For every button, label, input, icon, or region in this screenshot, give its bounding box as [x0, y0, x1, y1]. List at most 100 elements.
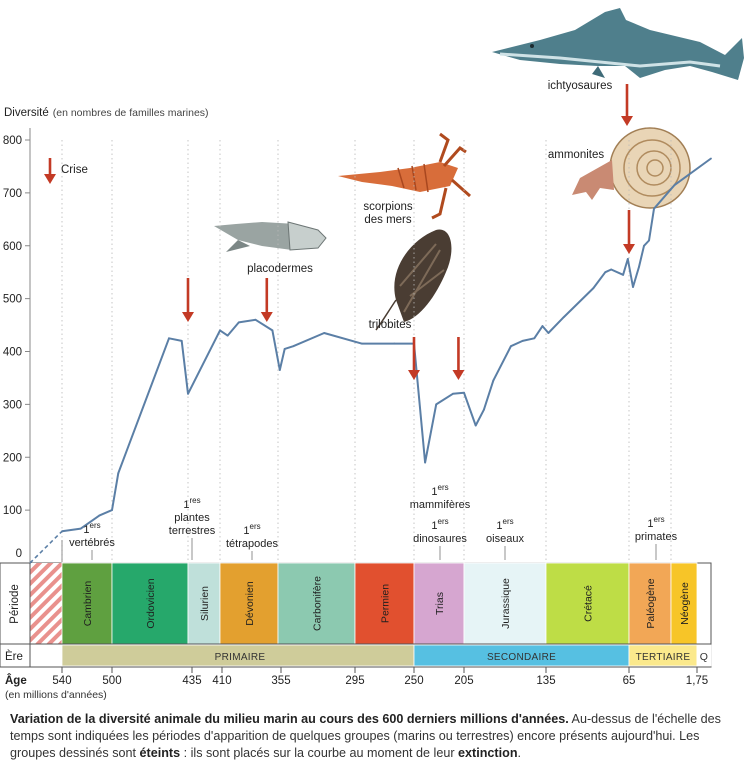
data-point [271, 329, 274, 332]
data-point [424, 461, 427, 464]
ordinal-number: 1 [496, 520, 502, 532]
y-tick-label: 500 [3, 294, 22, 306]
appearance-label: terrestres [169, 525, 216, 537]
y-tick-label: 700 [3, 188, 22, 200]
row-label-age-sub: (en millions d'années) [5, 689, 107, 701]
data-point [292, 345, 295, 348]
age-tick-label: 205 [454, 675, 473, 687]
age-tick-label: 435 [182, 675, 201, 687]
crisis-arrow-ichtyosaures [621, 84, 633, 126]
caption-text-1: Au-dessus de l'échelle des temps sont in… [10, 712, 721, 761]
y-tick-label: 400 [3, 347, 22, 359]
row-label-periode: Période [9, 584, 21, 624]
data-point [610, 268, 613, 271]
data-point [604, 271, 607, 274]
data-point [79, 527, 82, 530]
data-point [180, 340, 183, 342]
data-point [254, 318, 257, 321]
era-label: SECONDAIRE [487, 652, 556, 663]
appearance-tetrapodes: 1ers tétrapodes [226, 522, 278, 560]
period-label: Crétacé [583, 585, 595, 622]
crisis-arrow [260, 278, 273, 322]
data-point [483, 408, 485, 411]
data-point [474, 424, 477, 427]
legend-crisis-label: Crise [61, 164, 88, 176]
period-label: Ordovicien [145, 578, 157, 628]
placoderm-illustration [214, 221, 327, 252]
ordinal-suffix: ers [250, 522, 261, 531]
svg-text:1ers: 1ers [431, 517, 448, 532]
period-label: Dévonien [244, 581, 256, 626]
ordinal-suffix: ers [654, 515, 665, 524]
y-axis-title: Diversité (en nombres de familles marines… [4, 107, 209, 119]
label-scorpions: des mers [364, 214, 412, 226]
data-point [111, 509, 113, 512]
ammonite-illustration [572, 127, 691, 209]
data-point [187, 392, 189, 395]
svg-text:1ers: 1ers [431, 483, 448, 498]
data-point [592, 287, 595, 289]
data-point [521, 340, 524, 342]
y-tick-label: 100 [3, 505, 22, 517]
appearance-label: dinosaures [413, 533, 467, 545]
age-tick-label: 65 [623, 675, 636, 687]
appearance-label: mammifères [410, 499, 471, 511]
era-band [696, 644, 712, 667]
era-label: PRIMAIRE [215, 652, 266, 663]
appearance-label: oiseaux [486, 533, 524, 545]
data-point [463, 391, 465, 394]
row-label-ere: Ère [5, 650, 23, 663]
data-point [648, 239, 650, 242]
data-point [393, 342, 396, 345]
period-label: Carbonifère [312, 576, 324, 631]
precambrian-hatch [30, 563, 62, 644]
crisis-arrow [182, 278, 194, 322]
precambrian-dashed-segment [29, 530, 63, 564]
data-point [360, 342, 363, 345]
age-tick-label: 500 [102, 675, 121, 687]
data-point [168, 337, 170, 340]
label-scorpions: scorpions [363, 201, 412, 213]
data-point [653, 207, 655, 210]
age-tick-label: 540 [52, 675, 71, 687]
ordinal-suffix: ers [438, 517, 449, 526]
age-tick-label: 250 [404, 675, 423, 687]
caption-text-3: . [517, 746, 522, 761]
label-ichtyosaures: ichtyosaures [548, 80, 613, 92]
appearance-label: tétrapodes [226, 538, 278, 550]
data-point [237, 321, 240, 324]
trilobite-illustration [375, 229, 452, 331]
svg-text:1ers: 1ers [496, 517, 513, 532]
period-label: Cambrien [82, 581, 94, 627]
y-tick-label: 300 [3, 399, 22, 411]
period-band [545, 562, 630, 645]
period-band [61, 562, 113, 645]
age-tick-label: 295 [345, 675, 364, 687]
era-label: Q [700, 651, 708, 663]
svg-text:1res: 1res [183, 496, 200, 511]
marine-diversity-chart: Cambrien Ordovicien Silurien Dévonien Carbon… [0, 8, 744, 701]
period-label: Silurien [199, 586, 211, 621]
ordinal-suffix: ers [438, 483, 449, 492]
period-band [463, 562, 547, 645]
crisis-arrow [623, 210, 635, 254]
label-trilobites: trilobites [369, 319, 412, 331]
y-axis-title-unit: (en nombres de familles marines) [53, 107, 209, 119]
data-point [541, 325, 544, 328]
caption-bold-extinct: éteints [139, 746, 181, 761]
data-point [219, 329, 221, 332]
legend-crisis-arrow [44, 158, 56, 184]
data-point [638, 266, 640, 268]
data-point [547, 332, 550, 334]
ordinal-number: 1 [83, 524, 89, 536]
caption-text-2: : ils sont placés sur la courbe au momen… [180, 746, 459, 761]
data-point [283, 347, 286, 350]
period-label: Permien [380, 584, 392, 623]
ordinal-number: 1 [243, 525, 249, 537]
ordinal-suffix: ers [503, 517, 514, 526]
period-label: Jurassique [500, 578, 512, 629]
period-label: Trias [434, 592, 446, 615]
